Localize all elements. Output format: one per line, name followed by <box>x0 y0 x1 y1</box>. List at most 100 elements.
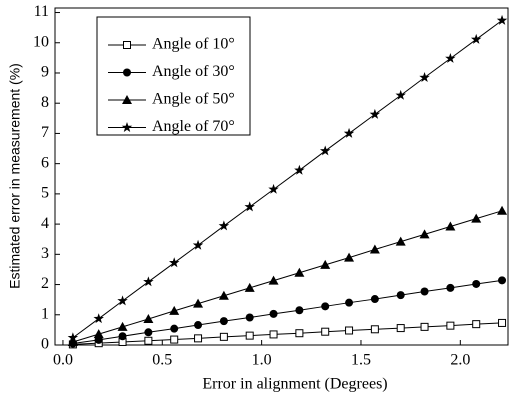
marker <box>244 201 255 212</box>
marker <box>67 332 79 343</box>
y-tick-label: 10 <box>33 33 49 50</box>
marker <box>498 276 507 285</box>
marker <box>395 236 406 246</box>
marker <box>194 321 203 330</box>
marker <box>319 145 331 156</box>
y-axis-label: Estimated error in measurement (%) <box>7 63 23 289</box>
y-tick-label: 6 <box>41 154 49 171</box>
marker <box>143 276 154 287</box>
marker <box>194 334 203 343</box>
marker <box>268 183 279 194</box>
series-line <box>72 279 503 344</box>
marker <box>170 335 179 344</box>
marker <box>219 332 228 341</box>
marker <box>369 244 380 254</box>
legend-box <box>96 16 251 136</box>
marker <box>472 279 481 288</box>
marker <box>321 302 330 311</box>
x-tick-label: 1.5 <box>351 352 371 369</box>
marker <box>218 290 229 300</box>
x-axis-label: Error in alignment (Degrees) <box>202 376 387 393</box>
legend-label: Angle of 70° <box>152 118 235 135</box>
marker <box>471 213 482 223</box>
marker <box>93 313 104 324</box>
marker <box>370 325 379 334</box>
marker <box>143 314 154 324</box>
marker <box>118 332 127 341</box>
marker <box>93 329 104 339</box>
y-tick-label: 2 <box>41 275 49 292</box>
marker <box>218 220 230 231</box>
marker <box>343 127 355 138</box>
marker <box>420 322 429 331</box>
y-tick-label: 1 <box>41 305 49 322</box>
marker <box>294 267 305 277</box>
series-line <box>72 19 503 339</box>
marker <box>192 239 204 250</box>
marker <box>193 298 204 308</box>
y-tick-label: 11 <box>34 3 49 20</box>
x-tick-label: 2.0 <box>450 352 470 369</box>
plot-frame <box>54 7 509 346</box>
marker <box>144 328 153 337</box>
y-tick-label: 9 <box>41 64 49 81</box>
marker <box>320 259 331 269</box>
y-tick-label: 5 <box>41 185 49 202</box>
marker <box>121 122 133 132</box>
y-tick-label: 7 <box>41 124 49 141</box>
marker <box>117 321 128 331</box>
series-line <box>72 210 503 343</box>
marker <box>419 229 430 239</box>
x-tick-label: 1.0 <box>252 352 272 369</box>
marker <box>122 95 132 104</box>
y-tick-label: 3 <box>41 245 49 262</box>
marker <box>446 321 455 330</box>
marker <box>344 252 355 262</box>
x-tick-label: 0.0 <box>53 352 73 369</box>
marker <box>123 68 131 77</box>
marker <box>144 336 153 345</box>
marker <box>496 14 508 25</box>
marker <box>498 318 507 327</box>
marker <box>170 324 179 333</box>
marker <box>245 331 254 340</box>
marker <box>295 306 304 315</box>
marker <box>244 282 255 292</box>
legend-label: Angle of 10° <box>152 36 235 53</box>
marker <box>345 326 354 335</box>
marker <box>445 52 456 63</box>
marker <box>445 221 456 231</box>
series-line <box>72 322 503 345</box>
marker <box>345 298 354 307</box>
y-tick-label: 4 <box>41 215 49 232</box>
y-tick-label: 0 <box>41 336 49 353</box>
marker <box>420 287 429 296</box>
marker <box>396 324 405 333</box>
marker <box>295 329 304 338</box>
marker <box>446 283 455 292</box>
x-tick-label: 0.5 <box>152 352 172 369</box>
legend-label: Angle of 50° <box>152 91 235 108</box>
marker <box>497 205 508 215</box>
marker <box>396 291 405 300</box>
marker <box>67 336 78 346</box>
marker <box>269 309 278 318</box>
marker <box>117 295 128 306</box>
marker <box>269 330 278 339</box>
marker <box>168 257 180 268</box>
marker <box>123 41 131 49</box>
y-tick-label: 8 <box>41 94 49 111</box>
marker <box>268 275 279 285</box>
marker <box>245 313 254 322</box>
marker <box>472 320 481 329</box>
marker <box>369 108 381 119</box>
marker <box>470 33 482 44</box>
marker <box>169 305 180 315</box>
marker <box>219 317 228 326</box>
marker <box>321 327 330 336</box>
marker <box>419 72 430 82</box>
legend-label: Angle of 30° <box>152 63 235 80</box>
marker <box>370 295 379 304</box>
marker <box>395 89 406 100</box>
